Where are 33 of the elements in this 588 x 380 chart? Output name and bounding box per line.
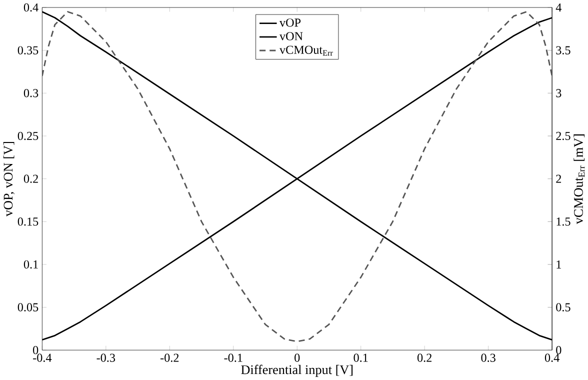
x-tick-label: -0.1 — [224, 354, 242, 362]
x-tick-label: 0.4 — [544, 354, 560, 362]
legend-label: vOP — [279, 18, 301, 27]
x-tick-label: -0.4 — [33, 354, 52, 362]
y2-axis-title: vCMOut$_{Err}$ [mV] — [574, 134, 585, 224]
y-tick-label: 0.15 — [18, 217, 38, 226]
y-tick-label: 0.35 — [18, 46, 38, 54]
y-tick-label: 0.25 — [18, 132, 38, 140]
y2-tick-label: 4 — [556, 3, 562, 12]
y-tick-label: 0.05 — [18, 303, 38, 312]
y-tick-label: 0.1 — [24, 260, 38, 268]
x-tick-label: -0.2 — [160, 354, 179, 362]
y2-tick-label: 1 — [556, 260, 561, 268]
y2-tick-label: 2.5 — [556, 132, 570, 140]
y2-tick-label: 3 — [556, 88, 562, 98]
y2-tick-label: 0.5 — [556, 303, 570, 312]
y-tick-label: 0.4 — [24, 3, 38, 12]
x-axis-title: Differential input [V] — [241, 364, 353, 377]
x-tick-label: 0 — [294, 354, 300, 362]
y2-tick-label: 1.5 — [556, 217, 570, 226]
legend-label: vCMOut$_{Err}$ — [279, 46, 333, 56]
y-tick-label: 0 — [33, 346, 38, 354]
x-tick-label: -0.3 — [96, 354, 116, 362]
legend-label: vON — [279, 32, 303, 40]
x-tick-label: 0.1 — [354, 354, 368, 362]
y-tick-label: 0.2 — [24, 174, 38, 183]
y2-tick-label: 2 — [556, 174, 562, 183]
x-tick-label: 0.3 — [481, 354, 496, 362]
y-axis-title: vOP, vON [V] — [3, 142, 15, 216]
y-tick-label: 0.3 — [24, 88, 38, 98]
x-tick-label: 0.2 — [417, 354, 432, 362]
y2-tick-label: 0 — [556, 346, 562, 354]
y2-tick-label: 3.5 — [556, 46, 570, 54]
